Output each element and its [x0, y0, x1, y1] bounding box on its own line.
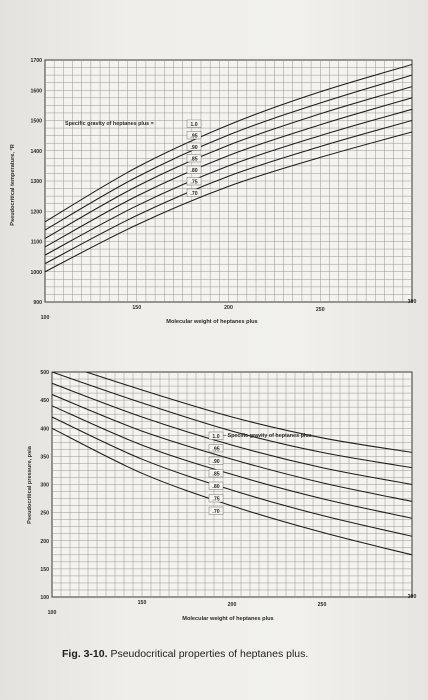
series-line: [45, 119, 412, 265]
series-line: [52, 405, 412, 519]
series-line: [52, 382, 412, 486]
curve-label: .75: [190, 180, 197, 186]
curve-label: .85: [190, 157, 197, 163]
y-tick-label: 300: [40, 483, 49, 489]
curve-label: .90: [190, 145, 197, 151]
y-tick-label: 350: [40, 454, 49, 460]
y-tick-label: 1500: [30, 119, 42, 125]
figure-caption-text: Pseudocritical properties of heptanes pl…: [110, 648, 309, 660]
curve-label-box: [186, 165, 202, 174]
curve-label-box: [208, 456, 224, 465]
curve-label: .95: [212, 447, 219, 453]
y-tick-label: 1200: [30, 209, 42, 215]
x-tick-label: 100: [41, 315, 50, 321]
curve-label: .80: [212, 484, 219, 490]
curve-label-box: [208, 469, 224, 478]
x-tick-label: 100: [48, 610, 57, 616]
y-tick-label: 100: [40, 595, 49, 601]
y-tick-label: 1300: [30, 179, 42, 185]
y-tick-label: 1700: [30, 58, 42, 64]
specific-gravity-label: Specific gravity of heptanes plus =: [65, 121, 154, 127]
y-tick-label: 150: [40, 567, 49, 573]
series-line: [45, 86, 412, 239]
temperature-chart: 900 1000 1100 1200 1300 1400 1500 1600 1700 100 15…: [10, 58, 416, 325]
x-tick-label: 250: [318, 602, 327, 608]
series-line: [45, 74, 412, 231]
y-tick-label: 400: [40, 426, 49, 432]
figure-number: Fig. 3-10.: [62, 648, 108, 660]
series-line: [45, 108, 412, 256]
y-tick-label: 1600: [30, 88, 42, 94]
x-axis-label: Molecular weight of heptanes plus: [182, 616, 273, 622]
curve-label-box: [208, 506, 224, 515]
y-axis-label: Pseudocritical pressure, psia: [27, 445, 33, 524]
curve-label-box: [208, 444, 224, 453]
x-tick-label: 300: [408, 594, 417, 600]
x-tick-label: 200: [228, 602, 237, 608]
curve-label-box: [186, 154, 202, 163]
x-tick-label: 250: [316, 307, 325, 313]
curve-label-box: [186, 188, 202, 197]
curve-label: .80: [190, 168, 197, 174]
curve-label-box: [186, 142, 202, 151]
curve-label: 1.0: [212, 434, 219, 440]
curve-label: .90: [212, 459, 219, 465]
curve-label-box: [208, 431, 224, 440]
x-tick-label: 150: [138, 600, 147, 606]
curve-label: .70: [212, 509, 219, 515]
series-line: [52, 427, 412, 556]
y-tick-label: 1000: [30, 270, 42, 276]
y-tick-label: 900: [33, 300, 42, 306]
curve-label: .75: [212, 497, 219, 503]
specific-gravity-label: – Specific gravity of heptanes plus: [223, 433, 312, 439]
x-tick-label: 200: [224, 305, 233, 311]
pressure-chart: 100 150 200 250 300 350 400 450 500 100 150 200 250 3…: [27, 370, 417, 622]
series-line: [45, 131, 412, 273]
curve-label-box: [208, 481, 224, 490]
y-tick-label: 1400: [30, 149, 42, 155]
x-tick-label: 300: [408, 299, 417, 305]
y-tick-label: 1100: [31, 240, 42, 246]
figure-caption: Fig. 3-10. Pseudocritical properties of …: [62, 648, 402, 660]
curve-label-box: [208, 494, 224, 503]
x-tick-label: 150: [132, 305, 141, 311]
y-tick-label: 250: [40, 511, 49, 517]
y-tick-label: 200: [40, 539, 49, 545]
curve-label: .70: [190, 191, 197, 197]
x-axis-label: Molecular weight of heptanes plus: [166, 319, 257, 325]
curve-label: .85: [212, 472, 219, 478]
y-axis-label: Pseudocritical temperature, °R: [10, 144, 16, 226]
y-tick-label: 500: [40, 370, 49, 376]
series-lines: [45, 63, 412, 273]
y-tick-label: 450: [40, 398, 49, 404]
series-line: [52, 372, 412, 469]
series-lines: [52, 372, 412, 556]
curve-label-box: [186, 177, 202, 186]
series-line: [45, 97, 412, 248]
series-line: [84, 372, 412, 453]
series-line: [52, 394, 412, 502]
series-line: [52, 416, 412, 537]
curve-label: .95: [190, 134, 197, 140]
curve-label: 1.0: [190, 122, 197, 128]
curve-label-box: [186, 119, 202, 128]
curve-label-box: [186, 131, 202, 140]
series-line: [45, 63, 412, 223]
